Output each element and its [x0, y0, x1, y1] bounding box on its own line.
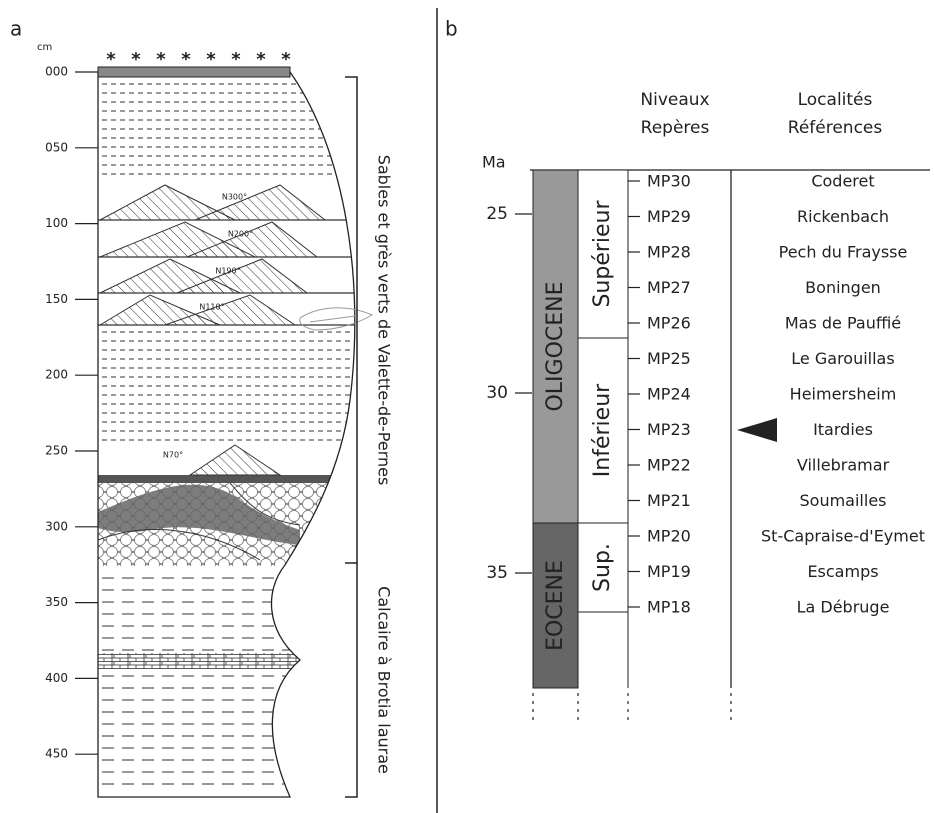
age-label: 30: [486, 383, 508, 403]
level-label: MP20: [647, 527, 691, 546]
bedding-label: N300°: [222, 193, 247, 202]
column-header: Références: [788, 118, 883, 138]
level-label: MP19: [647, 562, 691, 581]
unit-label: Calcaire à Brotia laurae: [375, 586, 394, 774]
locality-label: Heimersheim: [790, 385, 897, 404]
column-outline: [97, 71, 356, 798]
locality-label: Pech du Fraysse: [779, 243, 908, 262]
age-label: 25: [486, 204, 508, 224]
panel-label: b: [445, 17, 458, 41]
level-label: MP29: [647, 207, 691, 226]
vegetation-symbol: *: [231, 49, 241, 70]
vegetation-symbol: *: [256, 49, 266, 70]
locality-label: Coderet: [811, 172, 874, 191]
level-label: MP30: [647, 172, 691, 191]
locality-label: Villebramar: [797, 456, 890, 475]
locality-label: Rickenbach: [797, 207, 889, 226]
subepoch-box: [577, 522, 629, 613]
column-header: Localités: [798, 90, 873, 110]
vegetation-symbol: *: [131, 49, 141, 70]
depth-label: 000: [45, 65, 68, 79]
age-label: 35: [486, 563, 508, 583]
dark-layer: [98, 475, 355, 483]
level-label: MP22: [647, 456, 691, 475]
vegetation-symbol: *: [281, 49, 291, 70]
level-label: MP21: [647, 491, 691, 510]
epoch-box: [532, 169, 579, 524]
level-label: MP25: [647, 349, 691, 368]
depth-label: 100: [45, 216, 68, 230]
cross-bed: [188, 444, 282, 476]
bedding-label: N200°: [228, 230, 253, 239]
locality-label: Mas de Pauffié: [785, 314, 901, 333]
limestone: [98, 653, 355, 669]
locality-label: Soumailles: [800, 491, 887, 510]
depth-label: 050: [45, 140, 68, 154]
fossil-sketch: [299, 307, 374, 331]
marker-arrow: [737, 418, 777, 442]
top-bar: [97, 66, 291, 78]
depth-label: 250: [45, 444, 68, 458]
depth-label: 150: [45, 292, 68, 306]
vegetation-symbol: *: [156, 49, 166, 70]
vegetation-symbol: *: [206, 49, 216, 70]
epoch-label: OLIGOCENE: [543, 281, 568, 411]
level-label: MP24: [647, 385, 691, 404]
depth-label: 350: [45, 595, 68, 609]
level-label: MP27: [647, 278, 691, 297]
subepoch-label: Sup.: [590, 543, 615, 592]
vegetation-symbol: *: [181, 49, 191, 70]
locality-label: St-Capraise-d'Eymet: [761, 527, 925, 546]
depth-unit: cm: [37, 42, 52, 53]
cross-bed: [194, 184, 327, 221]
epoch-label: EOCENE: [543, 560, 568, 651]
subepoch-label: Supérieur: [590, 200, 615, 308]
level-label: MP28: [647, 243, 691, 262]
subepoch-box: [577, 169, 629, 339]
depth-label: 200: [45, 368, 68, 382]
level-label: MP26: [647, 314, 691, 333]
depth-label: 400: [45, 671, 68, 685]
epoch-box: [532, 522, 579, 689]
locality-label: Escamps: [807, 562, 878, 581]
bedding-label: N70°: [163, 451, 183, 460]
column: [98, 83, 355, 785]
vegetation-symbol: *: [106, 49, 116, 70]
locality-label: La Débruge: [797, 598, 890, 617]
level-label: MP23: [647, 420, 691, 439]
subepoch-label: Inférieur: [590, 383, 615, 477]
locality-label: Itardies: [813, 420, 873, 439]
depth-label: 300: [45, 519, 68, 533]
bedding-label: N190°: [215, 267, 240, 276]
bedding-label: N110°: [199, 303, 224, 312]
bracket: [345, 76, 358, 798]
locality-label: Boningen: [805, 278, 881, 297]
locality-label: Le Garouillas: [791, 349, 894, 368]
level-label: MP18: [647, 598, 691, 617]
depth-label: 450: [45, 747, 68, 761]
age-unit: Ma: [482, 153, 506, 172]
subepoch-box: [577, 337, 629, 524]
column-header: Niveaux: [640, 90, 709, 110]
lens-outline: [98, 482, 301, 561]
panel-label: a: [10, 17, 22, 41]
unit-label: Sables et grès verts de Valette-de-Perne…: [375, 155, 394, 486]
column-header: Repères: [641, 118, 710, 138]
